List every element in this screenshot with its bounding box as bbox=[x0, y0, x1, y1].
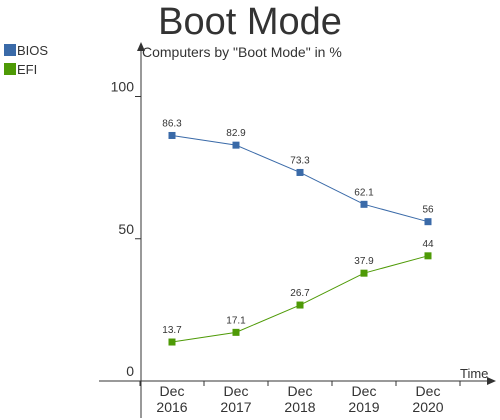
y-tick-label: 0 bbox=[126, 363, 134, 379]
data-point-bios bbox=[296, 168, 304, 176]
x-tick-label: Dec 2019 bbox=[348, 383, 379, 415]
data-label-efi: 26.7 bbox=[290, 288, 310, 299]
data-point-efi bbox=[360, 269, 368, 277]
legend-swatch-bios bbox=[4, 44, 16, 56]
y-tick-label: 50 bbox=[118, 221, 134, 237]
data-point-efi bbox=[424, 252, 432, 260]
series-line-bios bbox=[171, 134, 429, 223]
data-point-bios bbox=[232, 141, 240, 149]
data-label-bios: 82.9 bbox=[226, 128, 246, 139]
data-label-bios: 73.3 bbox=[290, 155, 310, 166]
data-label-efi: 17.1 bbox=[226, 315, 246, 326]
data-point-efi bbox=[232, 328, 240, 336]
data-point-efi bbox=[296, 301, 304, 309]
data-label-bios: 56 bbox=[422, 205, 434, 216]
data-point-bios bbox=[360, 200, 368, 208]
data-label-efi: 13.7 bbox=[162, 325, 182, 336]
chart-title: Boot Mode bbox=[158, 1, 342, 43]
data-point-bios bbox=[424, 218, 432, 226]
x-tick-label: Dec 2017 bbox=[220, 383, 251, 415]
x-tick-label: Dec 2016 bbox=[156, 383, 187, 415]
data-point-efi bbox=[168, 338, 176, 346]
data-label-efi: 44 bbox=[422, 239, 434, 250]
legend: BIOS EFI bbox=[4, 43, 48, 77]
data-label-efi: 37.9 bbox=[354, 256, 374, 267]
chart-subtitle: Computers by "Boot Mode" in % bbox=[142, 44, 342, 60]
y-axis-arrow bbox=[137, 42, 145, 51]
legend-label-efi: EFI bbox=[17, 62, 37, 77]
legend-label-bios: BIOS bbox=[17, 43, 48, 58]
x-tick-label: Dec 2018 bbox=[284, 383, 315, 415]
legend-swatch-efi bbox=[4, 63, 16, 75]
series-layer: 86.3 82.9 73.3 62.1 56 13.7 17.1 26.7 37.9 44 bbox=[162, 118, 434, 346]
axes: 0 50 100 Dec 2016 Dec 2017 Dec 2018 Dec 2019 Dec 202… bbox=[99, 42, 496, 418]
data-label-bios: 62.1 bbox=[354, 187, 374, 198]
data-label-bios: 86.3 bbox=[162, 118, 182, 129]
x-axis-arrow bbox=[487, 377, 496, 385]
data-point-bios bbox=[168, 131, 176, 139]
y-tick-label: 100 bbox=[111, 79, 135, 95]
x-tick-label: Dec 2020 bbox=[412, 383, 443, 415]
x-axis-title: Time bbox=[460, 366, 488, 381]
